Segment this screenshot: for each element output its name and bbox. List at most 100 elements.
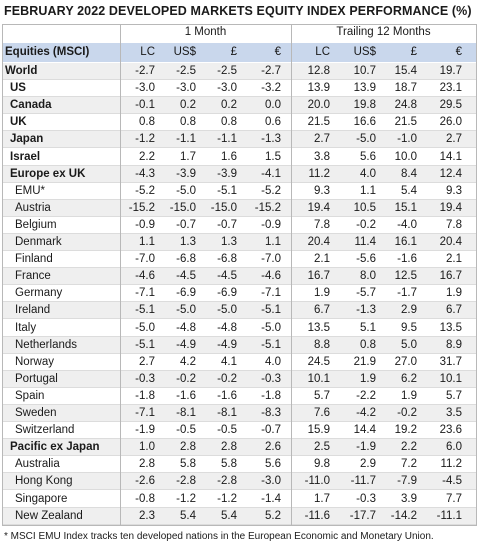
- column-divider: [120, 24, 121, 525]
- cell-value: -7.1: [261, 287, 281, 300]
- cell-value: -1.9: [135, 424, 155, 437]
- header-label: Equities (MSCI): [5, 46, 90, 58]
- cell-value: 7.7: [446, 492, 462, 505]
- cell-value: -0.2: [176, 372, 196, 385]
- cell-value: 11.2: [440, 458, 462, 471]
- cell-value: 16.1: [394, 236, 417, 248]
- row-label: Europe ex UK: [10, 167, 86, 180]
- cell-value: -8.1: [217, 407, 237, 419]
- cell-value: -3.0: [217, 82, 237, 95]
- cell-value: 2.2: [139, 150, 155, 163]
- cell-value: 1.5: [265, 150, 281, 163]
- cell-value: -2.8: [217, 475, 237, 488]
- row-label: Singapore: [15, 492, 68, 505]
- cell-value: -1.6: [176, 389, 196, 402]
- cell-value: -0.5: [176, 424, 196, 437]
- table-border: [2, 524, 477, 526]
- cell-value: -4.9: [217, 338, 237, 351]
- cell-value: -5.1: [135, 338, 155, 351]
- cell-value: -0.3: [356, 492, 376, 505]
- cell-value: 5.8: [180, 458, 196, 471]
- table-border: [2, 24, 477, 25]
- column-header: US$: [353, 46, 376, 58]
- cell-value: -4.8: [176, 321, 196, 334]
- row-label: Canada: [10, 99, 52, 112]
- cell-value: -3.0: [176, 82, 196, 95]
- cell-value: -1.1: [176, 133, 196, 146]
- row-label: EMU*: [15, 184, 46, 197]
- cell-value: 1.9: [446, 287, 462, 300]
- cell-value: 4.2: [180, 355, 196, 368]
- row-label: France: [15, 270, 51, 283]
- cell-value: -1.2: [176, 492, 196, 505]
- row-label: Hong Kong: [15, 475, 73, 488]
- cell-value: 1.1: [265, 236, 281, 248]
- cell-value: 11.4: [354, 236, 376, 248]
- cell-value: -5.1: [261, 338, 281, 351]
- cell-value: 18.7: [394, 82, 417, 95]
- cell-value: 19.2: [394, 424, 417, 437]
- row-label: Finland: [15, 253, 53, 266]
- cell-value: -5.0: [356, 133, 376, 146]
- cell-value: -4.1: [261, 167, 281, 180]
- row-label: Japan: [10, 133, 44, 146]
- cell-value: -0.1: [135, 99, 155, 112]
- row-label: Denmark: [15, 236, 62, 248]
- cell-value: 1.3: [221, 236, 237, 248]
- cell-value: -1.6: [217, 389, 237, 402]
- cell-value: 20.4: [307, 236, 330, 248]
- cell-value: 1.1: [139, 236, 155, 248]
- cell-value: 21.5: [307, 116, 330, 129]
- cell-value: -5.0: [176, 304, 196, 317]
- cell-value: 1.9: [314, 287, 330, 300]
- row-label: Netherlands: [15, 338, 78, 351]
- cell-value: -4.0: [397, 218, 417, 231]
- cell-value: -5.0: [217, 304, 237, 317]
- cell-value: 12.8: [307, 65, 330, 77]
- cell-value: -5.2: [135, 184, 155, 197]
- cell-value: 29.5: [439, 99, 462, 112]
- cell-value: -5.0: [135, 321, 155, 334]
- column-header: £: [410, 46, 417, 58]
- cell-value: 5.4: [401, 184, 417, 197]
- cell-value: -6.9: [217, 287, 237, 300]
- cell-value: 31.7: [439, 355, 462, 368]
- row-label: US: [10, 82, 26, 95]
- cell-value: -2.5: [217, 65, 237, 77]
- cell-value: 20.4: [439, 236, 462, 248]
- cell-value: -0.3: [261, 372, 281, 385]
- cell-value: 16.7: [439, 270, 462, 283]
- cell-value: 2.3: [139, 509, 155, 522]
- cell-value: -5.0: [261, 321, 281, 334]
- cell-value: 21.5: [394, 116, 417, 129]
- cell-value: -0.5: [217, 424, 237, 437]
- cell-value: 13.5: [307, 321, 330, 334]
- column-divider: [476, 24, 477, 525]
- cell-value: 2.7: [446, 133, 462, 146]
- cell-value: -4.8: [217, 321, 237, 334]
- cell-value: -1.2: [135, 133, 155, 146]
- cell-value: -0.2: [356, 218, 376, 231]
- cell-value: 5.6: [360, 150, 376, 163]
- cell-value: 8.0: [360, 270, 376, 283]
- cell-value: 2.7: [139, 355, 155, 368]
- cell-value: -15.0: [210, 201, 237, 214]
- cell-value: 9.3: [314, 184, 330, 197]
- cell-value: -6.9: [176, 287, 196, 300]
- row-label: Ireland: [15, 304, 51, 317]
- cell-value: -3.0: [135, 82, 155, 95]
- cell-value: 12.5: [394, 270, 417, 283]
- cell-value: -0.8: [135, 492, 155, 505]
- row-label: Pacific ex Japan: [10, 441, 100, 454]
- cell-value: 14.1: [439, 150, 462, 163]
- cell-value: 13.9: [353, 82, 376, 95]
- cell-value: -4.5: [217, 270, 237, 283]
- cell-value: 23.6: [439, 424, 462, 437]
- cell-value: 3.8: [314, 150, 330, 163]
- cell-value: 2.9: [360, 458, 376, 471]
- cell-value: 5.1: [360, 321, 376, 334]
- cell-value: 2.6: [265, 441, 281, 454]
- column-header: £: [230, 46, 237, 58]
- cell-value: 0.2: [221, 99, 237, 112]
